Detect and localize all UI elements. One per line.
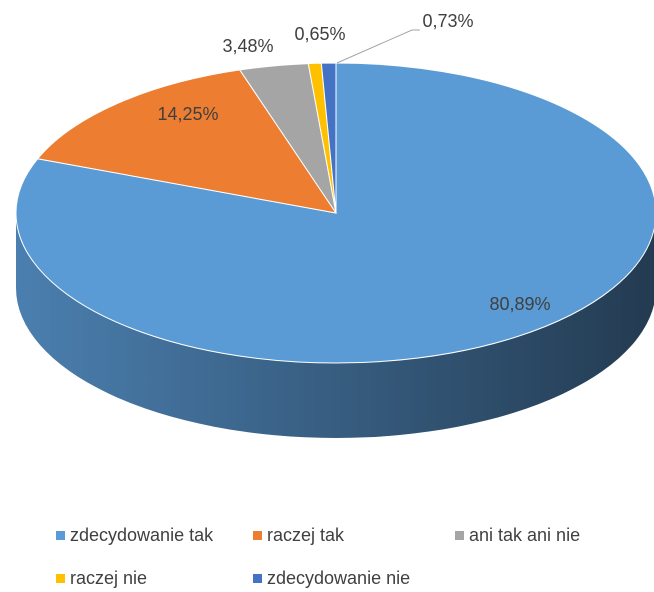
data-label: 80,89% — [489, 294, 550, 314]
data-label: 0,73% — [422, 11, 473, 31]
legend-label: raczej nie — [70, 568, 147, 588]
legend-marker — [253, 531, 262, 540]
legend-marker — [253, 574, 262, 583]
legend-marker — [455, 531, 464, 540]
legend-label: raczej tak — [267, 525, 345, 545]
legend: zdecydowanie tak raczej tak ani tak ani ni… — [56, 525, 580, 588]
legend-label: zdecydowanie nie — [267, 568, 410, 588]
legend-marker — [56, 531, 65, 540]
data-label: 3,48% — [222, 36, 273, 56]
data-label: 14,25% — [157, 104, 218, 124]
pie-side — [16, 213, 654, 438]
pie-slice — [36, 69, 338, 214]
data-label: 0,65% — [294, 24, 345, 44]
pie-sides — [16, 213, 654, 438]
pie-slice — [320, 62, 337, 214]
leader-line — [336, 29, 420, 64]
pie-tops — [15, 62, 654, 364]
legend-label: zdecydowanie tak — [70, 525, 214, 545]
legend-label: ani tak ani nie — [469, 525, 580, 545]
data-labels: 80,89% 14,25% 3,48% 0,65% 0,73% — [157, 11, 550, 314]
legend-marker — [56, 574, 65, 583]
